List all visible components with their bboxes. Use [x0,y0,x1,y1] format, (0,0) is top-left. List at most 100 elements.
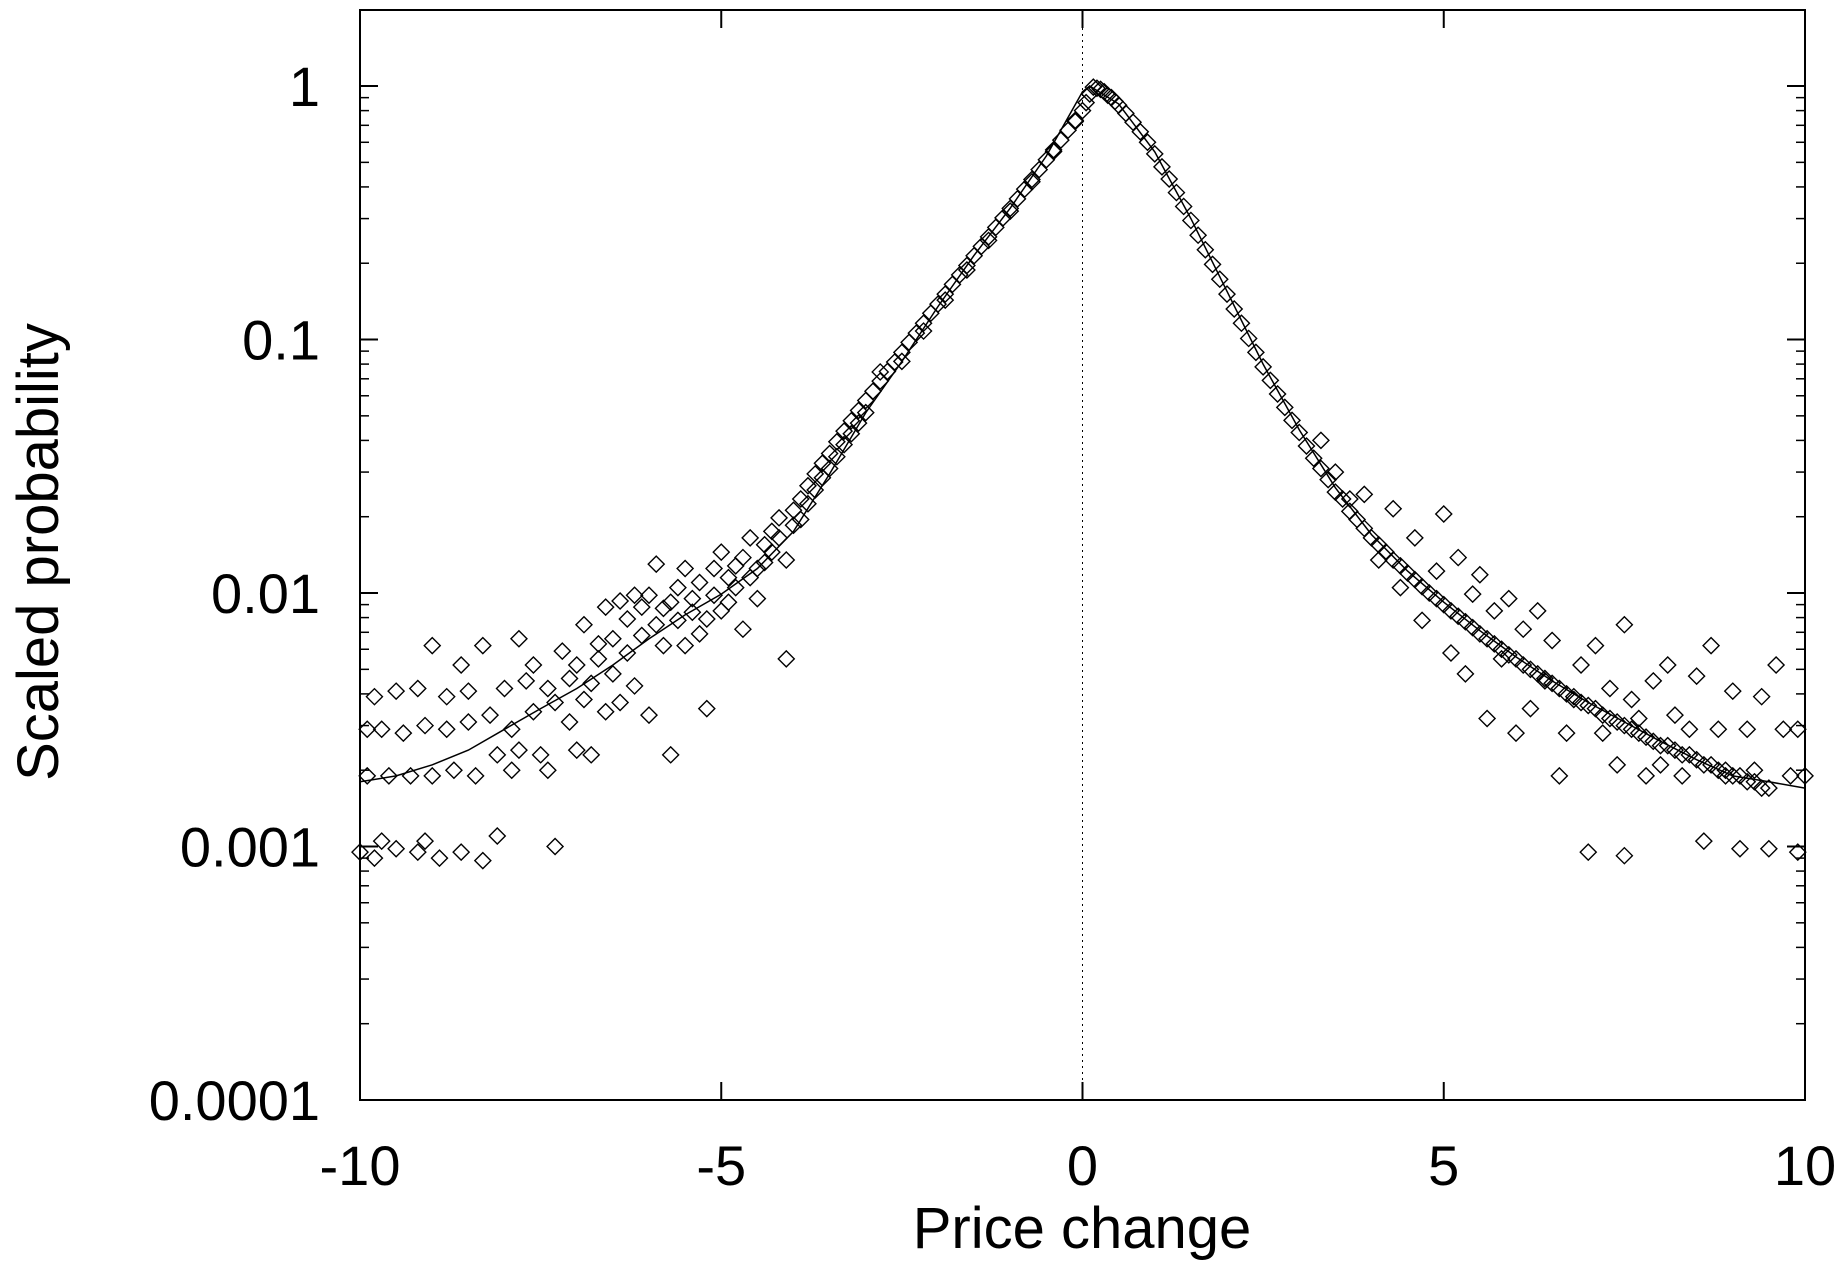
data-point-diamond [1485,601,1504,620]
data-point-diamond [1297,437,1316,456]
data-point-diamond [1348,510,1367,529]
data-point-diamond [589,649,608,668]
data-point-diamond [632,598,651,617]
data-point-diamond [596,702,615,721]
data-point-diamond [351,843,369,862]
data-point-diamond [1434,505,1453,523]
data-point-diamond [1449,607,1468,626]
data-point-diamond [1673,766,1692,785]
data-point-diamond [726,578,745,597]
data-point-diamond [1384,499,1403,518]
data-point-diamond [1745,761,1764,780]
data-point-diamond [1275,398,1294,417]
data-point-diamond [842,411,861,430]
data-point-diamond [842,424,861,443]
data-point-diamond [762,543,781,562]
data-point-diamond [1463,585,1482,604]
data-point-diamond [560,669,579,688]
data-point-diamond [791,489,810,508]
data-point-diamond [1152,157,1171,176]
data-point-diamond [423,636,442,655]
data-point-diamond [719,593,738,612]
data-point-diamond [1138,133,1157,152]
data-point-diamond [1788,720,1807,739]
data-point-diamond [538,761,557,780]
data-point-diamond [596,598,615,617]
data-point-diamond [892,352,911,371]
data-point-diamond [574,615,593,634]
data-point-diamond [1022,170,1041,189]
data-point-diamond [705,559,724,578]
y-tick-label: 1 [289,55,320,118]
data-point-diamond [668,611,687,630]
data-point-diamond [1579,843,1598,862]
data-point-diamond [1658,656,1677,675]
data-point-diamond [777,550,796,569]
data-point-diamond [1716,761,1735,780]
data-point-diamond [1384,550,1403,569]
data-point-diamond [1644,671,1663,690]
data-point-diamond [1420,584,1439,603]
data-point-diamond [531,745,550,764]
x-tick-label: -5 [696,1134,746,1197]
data-point-diamond [647,555,666,574]
data-point-diamond [647,615,666,634]
data-point-diamond [1181,211,1200,230]
data-point-diamond [394,724,413,743]
data-point-diamond [871,372,890,391]
data-point-diamond [690,573,709,592]
data-point-diamond [1145,144,1164,163]
data-point-diamond [1478,629,1497,648]
data-point-diamond [466,766,485,785]
data-point-diamond [1246,343,1265,362]
data-point-diamond [936,291,955,310]
data-point-diamond [372,832,391,851]
data-point-diamond [358,720,377,739]
data-point-diamond [1077,93,1096,112]
data-point-diamond [1600,679,1619,698]
data-point-diamond [697,699,716,718]
data-point-diamond [567,656,586,675]
y-tick-label: 0.01 [211,562,320,625]
data-point-diamond [625,676,644,695]
data-point-diamond [1044,142,1063,161]
data-point-diamond [452,656,471,675]
data-point-diamond [437,720,456,739]
data-point-diamond [1098,86,1117,105]
data-point-diamond [1759,839,1778,858]
data-point-diamond [690,624,709,643]
data-point-diamond [509,741,528,760]
data-point-diamond [1759,779,1778,798]
data-point-diamond [611,592,630,611]
data-point-diamond [553,642,572,661]
data-point-diamond [1066,111,1085,130]
data-point-diamond [1174,197,1193,216]
data-point-diamond [1232,314,1251,333]
x-axis-title: Price change [913,1196,1252,1261]
data-point-diamond [979,231,998,250]
data-point-diamond [1730,766,1749,785]
data-point-diamond [1521,660,1540,679]
data-point-diamond [1463,618,1482,637]
data-point-diamond [1254,357,1273,376]
data-point-diamond [1355,519,1374,538]
x-tick-label: -10 [320,1134,401,1197]
data-point-diamond [654,636,673,655]
data-point-diamond [1637,766,1656,785]
data-point-diamond [481,706,500,725]
data-point-diamond [1326,463,1345,482]
data-point-diamond [1774,720,1793,739]
data-point-diamond [1752,779,1771,798]
data-point-diamond [473,851,492,870]
data-point-diamond [1449,548,1468,567]
data-point-diamond [459,712,478,731]
data-point-diamond [1427,562,1446,581]
data-point-diamond [546,693,565,712]
data-point-diamond [1218,285,1236,304]
data-point-diamond [871,362,890,381]
data-point-diamond [618,609,637,628]
data-point-diamond [546,837,565,856]
data-point-diamond [517,671,536,690]
data-point-diamond [1022,172,1041,191]
